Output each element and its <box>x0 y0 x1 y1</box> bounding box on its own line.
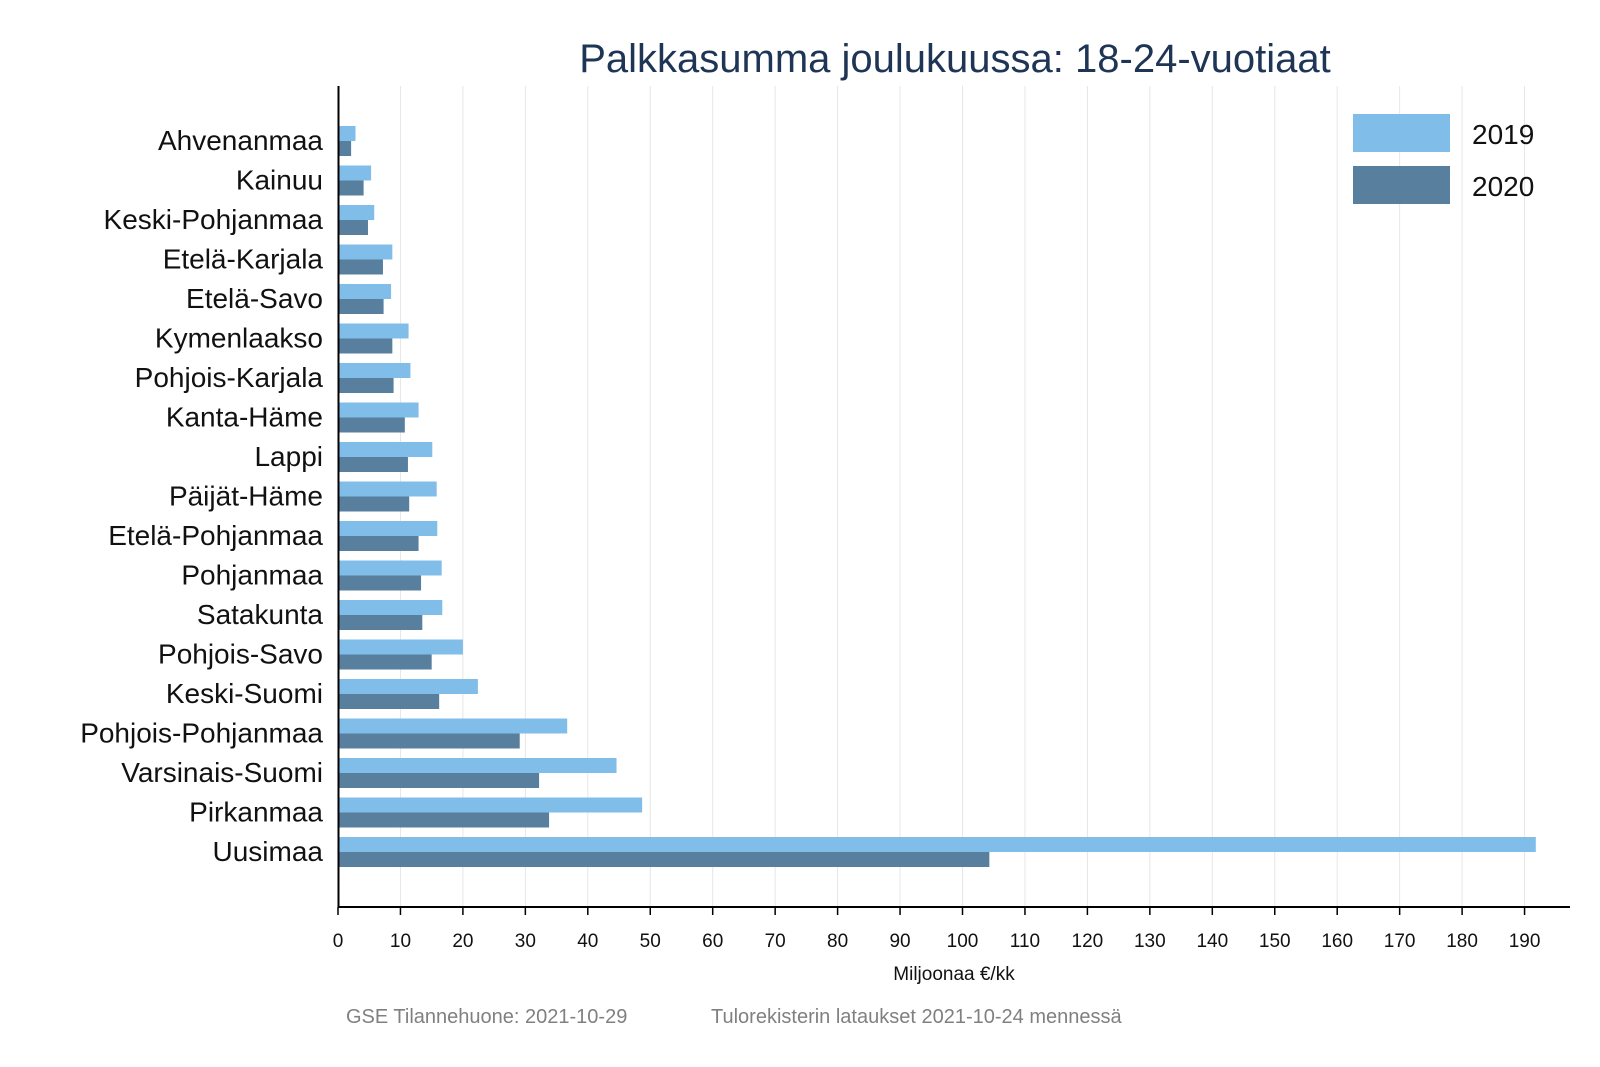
x-tick-label-170: 170 <box>1384 931 1416 952</box>
footer-note: Tulorekisterin lataukset 2021-10-24 menn… <box>711 1006 1122 1028</box>
category-label-6: Pohjois-Karjala <box>135 362 324 393</box>
bar-2019-11 <box>338 560 442 576</box>
category-label-2: Keski-Pohjanmaa <box>104 204 324 235</box>
bar-2020-15 <box>338 733 520 749</box>
bar-2019-17 <box>338 797 643 813</box>
category-label-4: Etelä-Savo <box>186 283 323 314</box>
legend-swatch-2020 <box>1353 166 1450 204</box>
axes <box>337 86 1570 908</box>
bar-2020-10 <box>338 536 419 551</box>
bar-2020-1 <box>338 180 364 196</box>
bar-2019-18 <box>338 837 1536 852</box>
bar-2020-4 <box>338 299 384 314</box>
category-label-14: Keski-Suomi <box>166 678 323 709</box>
bar-2020-18 <box>338 852 990 867</box>
legend-label-2019: 2019 <box>1472 119 1534 150</box>
bar-2019-14 <box>338 679 478 694</box>
category-label-18: Uusimaa <box>213 836 324 867</box>
category-label-0: Ahvenanmaa <box>158 125 323 156</box>
bar-2019-1 <box>338 165 372 181</box>
category-label-11: Pohjanmaa <box>181 560 323 591</box>
category-label-8: Lappi <box>254 441 323 472</box>
bar-2019-3 <box>338 244 393 260</box>
bar-2019-10 <box>338 521 438 536</box>
footer-source: GSE Tilannehuone: 2021-10-29 <box>346 1006 628 1028</box>
x-tick-label-120: 120 <box>1072 931 1104 952</box>
category-label-17: Pirkanmaa <box>189 797 323 828</box>
bar-2020-0 <box>338 141 352 156</box>
category-label-12: Satakunta <box>197 599 324 630</box>
bar-2020-2 <box>338 220 368 235</box>
legend-label-2020: 2020 <box>1472 171 1534 202</box>
bar-2020-5 <box>338 338 393 354</box>
bar-2020-16 <box>338 773 540 788</box>
category-label-16: Varsinais-Suomi <box>121 757 323 788</box>
bar-2020-14 <box>338 694 440 709</box>
bar-2019-9 <box>338 481 437 497</box>
bar-2020-3 <box>338 259 383 275</box>
x-tick-label-110: 110 <box>1010 931 1040 952</box>
bars <box>338 126 1536 867</box>
x-tick-label-60: 60 <box>702 931 723 952</box>
bar-2019-6 <box>338 363 411 378</box>
bar-2019-2 <box>338 205 375 220</box>
bar-2019-5 <box>338 323 409 339</box>
legend-swatch-2019 <box>1353 114 1450 152</box>
x-tick-label-30: 30 <box>515 931 536 952</box>
x-tick-label-80: 80 <box>827 931 848 952</box>
x-tick-label-150: 150 <box>1259 931 1291 952</box>
chart-title: Palkkasumma joulukuussa: 18-24-vuotiaat <box>579 37 1331 81</box>
bar-2020-13 <box>338 654 432 670</box>
bar-2019-15 <box>338 718 568 734</box>
category-label-13: Pohjois-Savo <box>158 639 323 670</box>
x-tick-label-40: 40 <box>577 931 598 952</box>
bar-2019-4 <box>338 284 392 299</box>
bar-2019-7 <box>338 402 419 418</box>
bar-2020-11 <box>338 575 422 591</box>
category-labels: Ahvenanmaa Kainuu Keski-Pohjanmaa Etelä-Kar… <box>80 125 323 867</box>
legend: 2019 2020 <box>1353 114 1534 204</box>
x-tick-label-90: 90 <box>889 931 910 952</box>
bar-2020-7 <box>338 417 405 433</box>
category-label-3: Etelä-Karjala <box>163 244 324 275</box>
grid-lines <box>399 86 1526 906</box>
x-ticks: 0 10 20 30 40 50 60 70 80 90 100 110 120 130 140 150 160… <box>333 907 1541 952</box>
x-tick-label-20: 20 <box>452 931 473 952</box>
bar-2020-8 <box>338 457 408 472</box>
bar-2019-0 <box>338 126 356 141</box>
x-tick-label-50: 50 <box>640 931 661 952</box>
bar-2019-16 <box>338 758 617 773</box>
bar-2019-8 <box>338 442 433 457</box>
bar-2020-17 <box>338 812 550 828</box>
x-tick-label-160: 160 <box>1321 931 1353 952</box>
category-label-9: Päijät-Häme <box>169 481 323 512</box>
x-tick-label-0: 0 <box>333 931 344 952</box>
x-axis-title: Miljoonaa €/kk <box>893 964 1015 985</box>
x-tick-label-10: 10 <box>390 931 411 952</box>
bar-2020-6 <box>338 378 394 393</box>
category-label-5: Kymenlaakso <box>155 323 323 354</box>
x-tick-label-70: 70 <box>765 931 786 952</box>
bar-2020-9 <box>338 496 410 512</box>
bar-2019-12 <box>338 600 443 615</box>
bar-2020-12 <box>338 615 423 630</box>
bar-2019-13 <box>338 639 463 655</box>
x-tick-label-190: 190 <box>1509 931 1541 952</box>
category-label-15: Pohjois-Pohjanmaa <box>80 718 323 749</box>
x-tick-label-100: 100 <box>947 931 979 952</box>
x-tick-label-140: 140 <box>1196 931 1228 952</box>
category-label-7: Kanta-Häme <box>166 402 323 433</box>
category-label-1: Kainuu <box>236 165 323 196</box>
category-label-10: Etelä-Pohjanmaa <box>108 520 323 551</box>
x-tick-label-180: 180 <box>1446 931 1478 952</box>
x-tick-label-130: 130 <box>1134 931 1166 952</box>
